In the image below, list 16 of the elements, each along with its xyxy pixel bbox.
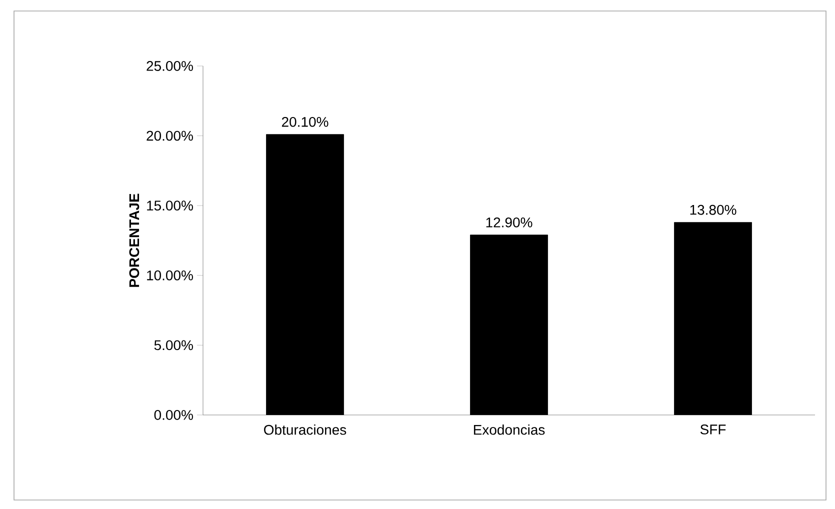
y-tick-label: 0.00% bbox=[154, 410, 193, 420]
y-tick-label: 20.00% bbox=[146, 130, 193, 141]
x-tick-label: Exodoncias bbox=[474, 424, 545, 435]
x-tick-label: Obturaciones bbox=[264, 424, 346, 435]
data-label: 12.90% bbox=[486, 217, 532, 228]
x-tick-label: SFF bbox=[700, 424, 726, 434]
data-label: 20.10% bbox=[282, 116, 328, 127]
y-tick-label: 15.00% bbox=[147, 200, 193, 211]
bar bbox=[674, 222, 752, 415]
y-axis-title: PORCENTAJE bbox=[129, 194, 140, 287]
bar bbox=[470, 234, 548, 415]
data-label: 13.80% bbox=[690, 204, 736, 215]
y-tick-label: 10.00% bbox=[147, 270, 193, 280]
bar bbox=[266, 134, 344, 415]
y-tick-label: 5.00% bbox=[154, 340, 193, 350]
y-tick-label: 25.00% bbox=[146, 61, 193, 71]
